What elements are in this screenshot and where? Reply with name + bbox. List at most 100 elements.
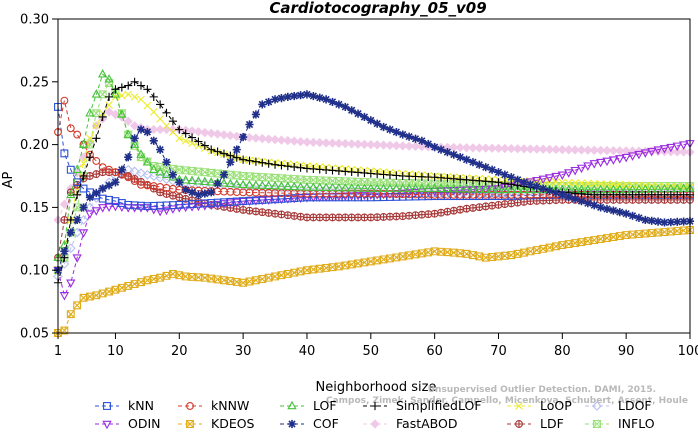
data-point-cof xyxy=(322,95,331,104)
x-tick-label: 20 xyxy=(171,344,188,359)
data-point-loop xyxy=(558,178,567,187)
data-point-cof xyxy=(290,91,299,101)
series-lof xyxy=(53,69,695,261)
data-point-odin xyxy=(672,142,682,152)
data-point-cof xyxy=(111,178,120,187)
data-point-lof xyxy=(78,139,89,148)
data-point-lof xyxy=(449,183,459,193)
data-point-loop xyxy=(143,101,152,110)
data-point-lof xyxy=(187,175,197,185)
series-line-cof xyxy=(57,93,691,271)
data-point-cof xyxy=(628,211,637,220)
data-point-fastabod xyxy=(532,144,542,154)
data-point-cof xyxy=(347,106,356,115)
data-point-odin xyxy=(289,194,299,204)
data-point-lof xyxy=(66,189,76,199)
data-point-odin xyxy=(91,207,101,216)
data-point-lof xyxy=(417,183,427,192)
legend-item-ldof: LDOF xyxy=(585,398,652,413)
data-point-kdeos xyxy=(264,273,273,282)
legend-label: ODIN xyxy=(128,416,161,431)
data-point-kdeos xyxy=(398,252,407,261)
data-point-kdeos xyxy=(111,285,120,294)
data-point-kdeos xyxy=(392,253,401,262)
data-point-kdeos xyxy=(156,273,165,282)
data-point-simplifiedlof xyxy=(92,134,101,143)
data-point-fastabod xyxy=(404,141,414,151)
data-point-ldf xyxy=(271,209,280,218)
data-point-kdeos xyxy=(334,262,343,271)
data-point-fastabod xyxy=(308,137,318,147)
data-point-fastabod xyxy=(570,145,580,155)
data-point-loop xyxy=(86,134,94,143)
data-point-fastabod xyxy=(289,136,299,146)
data-point-fastabod xyxy=(487,143,497,153)
data-point-lof xyxy=(104,74,114,83)
data-point-ldf xyxy=(513,198,522,207)
data-point-cof xyxy=(309,91,318,101)
data-point-cof xyxy=(117,165,126,174)
legend: kNN kNNW LOF SimplifiedLOF LoOP LDOF ODIN KDEOS… xyxy=(95,398,655,431)
data-point-simplifiedlof xyxy=(239,155,248,164)
data-point-lof xyxy=(334,182,344,192)
data-point-fastabod xyxy=(474,143,484,153)
data-point-simplifiedlof xyxy=(194,137,203,146)
data-point-lof xyxy=(512,184,523,194)
data-point-loop xyxy=(584,179,592,188)
data-point-fastabod xyxy=(468,143,478,153)
data-point-loop xyxy=(596,179,605,188)
x-tick-label: 90 xyxy=(618,344,635,359)
data-point-ldf xyxy=(411,211,420,220)
data-point-simplifiedlof xyxy=(264,159,273,168)
data-point-ldf xyxy=(315,213,324,222)
data-point-lof xyxy=(289,181,299,191)
data-point-lof xyxy=(270,180,280,190)
data-point-cof xyxy=(488,165,497,174)
data-point-lof xyxy=(276,181,287,190)
data-point-fastabod xyxy=(123,116,133,127)
legend-marker xyxy=(102,420,112,430)
x-axis-label: Neighborhood size xyxy=(316,380,437,395)
data-point-knnw xyxy=(66,124,75,133)
data-point-ldf xyxy=(303,213,311,222)
data-point-loop xyxy=(603,180,611,188)
data-point-simplifiedlof xyxy=(219,149,229,158)
legend-label: SimplifiedLOF xyxy=(396,398,482,413)
data-point-fastabod xyxy=(372,140,382,150)
data-point-kdeos xyxy=(277,271,286,280)
data-point-kdeos xyxy=(583,237,592,246)
data-point-ldf xyxy=(488,201,497,210)
data-point-kdeos xyxy=(494,252,503,261)
data-point-lof xyxy=(302,182,312,191)
data-point-cof xyxy=(162,158,171,167)
data-point-simplifiedlof xyxy=(232,153,241,162)
data-point-fastabod xyxy=(461,143,472,153)
data-point-simplifiedlof xyxy=(507,180,516,189)
data-point-odin xyxy=(532,177,542,186)
data-point-fastabod xyxy=(149,124,159,135)
data-point-kdeos xyxy=(283,270,292,278)
data-point-fastabod xyxy=(232,131,242,141)
data-point-kdeos xyxy=(341,261,350,270)
data-point-ldf xyxy=(334,213,343,222)
data-point-odin xyxy=(244,197,255,206)
data-point-odin xyxy=(634,150,644,160)
data-point-cof xyxy=(462,155,471,164)
data-point-cof xyxy=(602,204,612,214)
data-point-fastabod xyxy=(257,133,267,144)
data-point-lof xyxy=(340,182,350,192)
data-point-odin xyxy=(564,169,574,178)
data-point-lof xyxy=(481,184,491,193)
data-point-lof xyxy=(398,183,408,192)
data-point-loop xyxy=(564,178,573,187)
data-point-odin xyxy=(595,158,606,168)
data-point-lof xyxy=(353,183,363,192)
data-point-cof xyxy=(430,143,439,152)
data-point-ldf xyxy=(175,193,184,202)
data-point-odin xyxy=(104,203,114,212)
legend-item-knn: kNN xyxy=(95,398,154,413)
data-point-kdeos xyxy=(79,293,88,302)
data-point-cof xyxy=(564,192,573,202)
data-point-lof xyxy=(346,182,357,192)
data-point-odin xyxy=(117,203,127,212)
